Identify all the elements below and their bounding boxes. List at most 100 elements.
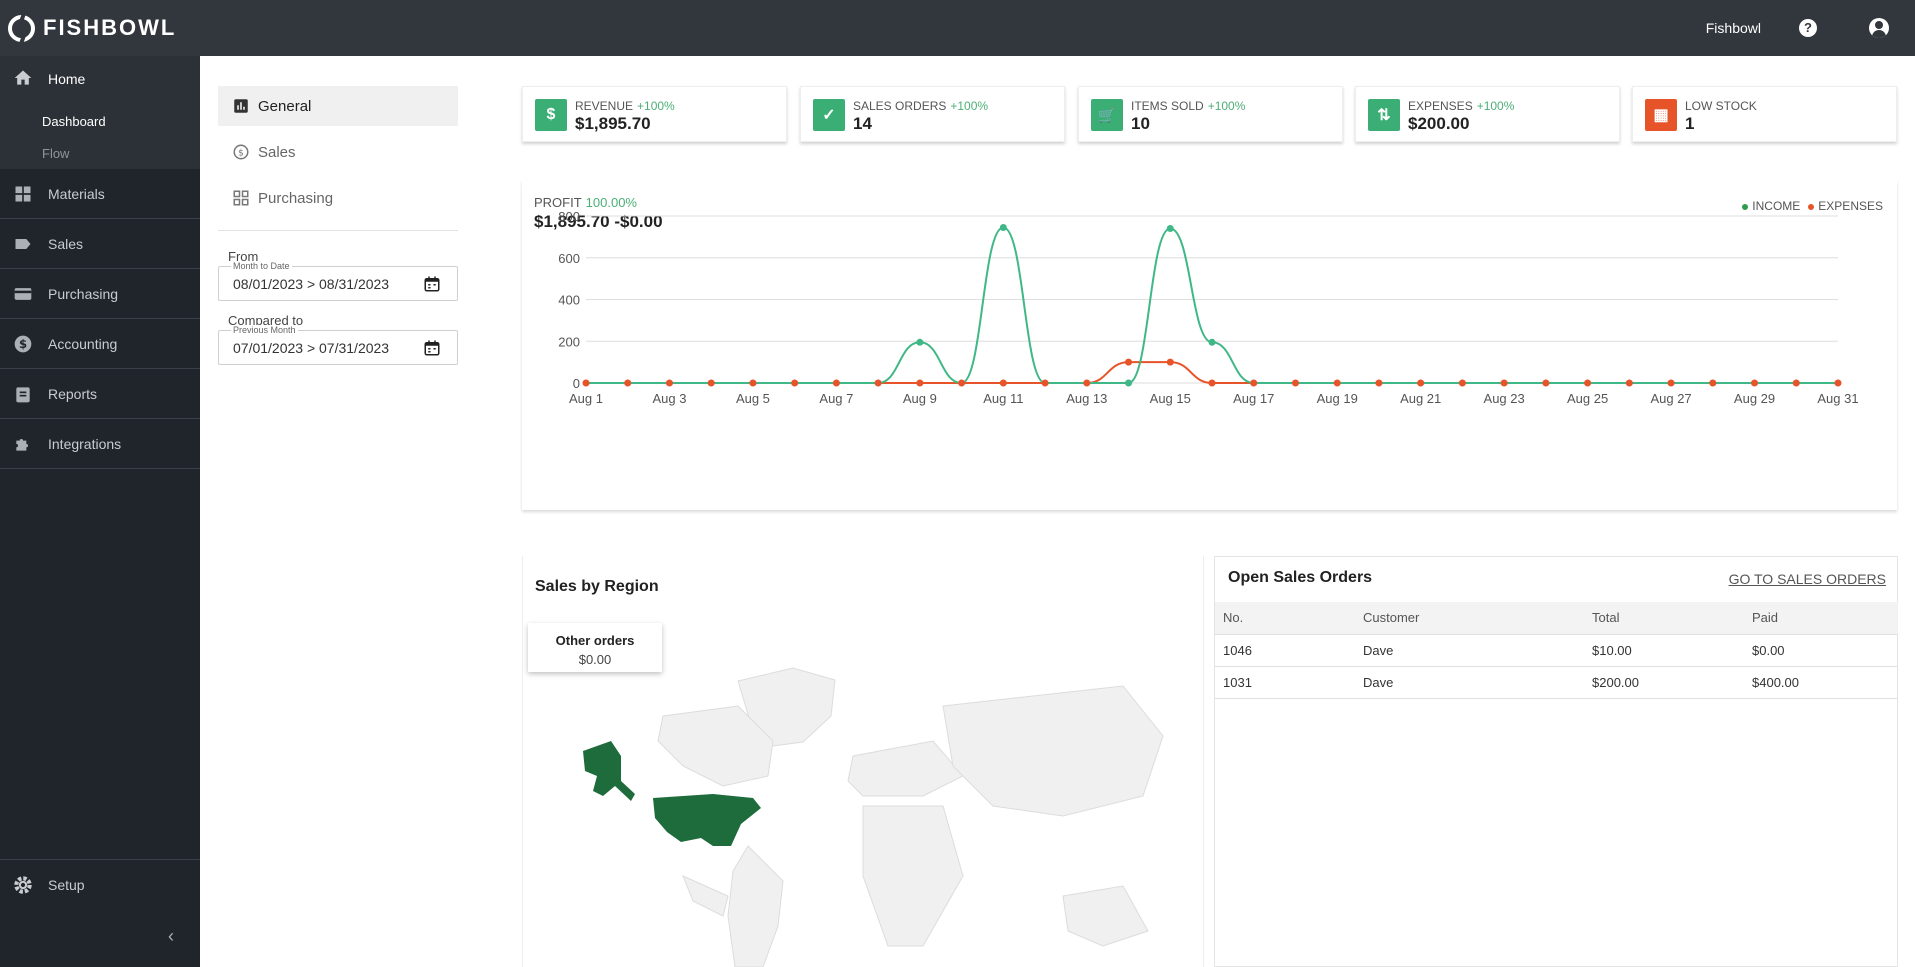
data-point-expenses [1125, 358, 1133, 366]
y-tick-label: 200 [558, 334, 580, 349]
data-point-expenses [1584, 379, 1592, 387]
profit-percent: 100.00% [585, 195, 637, 210]
orders-header-row: No. Customer Total Paid [1215, 602, 1898, 635]
gear-icon [14, 876, 32, 894]
order-customer: Dave [1355, 666, 1584, 699]
data-point-expenses [582, 379, 590, 387]
other-orders-value: $0.00 [578, 652, 612, 667]
account-icon[interactable] [1869, 18, 1889, 38]
sidebar-subitem-flow[interactable]: Flow [42, 146, 70, 161]
kpi-change: +100% [950, 99, 989, 113]
sidebar-item-label: Setup [48, 877, 85, 893]
order-number: 1031 [1215, 666, 1355, 699]
sidebar-item-integrations[interactable]: Integrations [0, 419, 200, 469]
data-point-income [1125, 379, 1133, 387]
table-row[interactable]: 1031 Dave $200.00 $400.00 [1215, 666, 1898, 699]
from-range-legend: Month to Date [231, 261, 292, 271]
sidebar-item-reports[interactable]: Reports [0, 369, 200, 419]
profit-chart-card: PROFIT 100.00% $1,895.70 -$0.00 INCOME EX… [522, 180, 1897, 510]
kpi-change: +100% [1207, 99, 1246, 113]
column-header-total[interactable]: Total [1584, 602, 1744, 635]
order-paid: $0.00 [1744, 634, 1898, 667]
data-point-expenses [665, 379, 673, 387]
from-date-field[interactable]: Month to Date 08/01/2023 > 08/31/2023 [218, 261, 458, 301]
data-point-expenses [1333, 379, 1341, 387]
data-point-expenses [1709, 379, 1717, 387]
kpi-card-revenue[interactable]: $ REVENUE +100% $1,895.70 [522, 86, 787, 142]
sidebar-item-sales[interactable]: Sales [0, 219, 200, 269]
x-tick-label: Aug 31 [1817, 391, 1858, 406]
y-tick-label: 600 [558, 251, 580, 266]
x-tick-label: Aug 17 [1233, 391, 1274, 406]
series-line-income [586, 226, 1838, 385]
sidebar-item-setup[interactable]: Setup [0, 859, 200, 909]
sidebar: Home Dashboard Flow Materials Sales Purc… [0, 56, 200, 967]
sidebar-item-purchasing[interactable]: Purchasing [0, 269, 200, 319]
compare-date-field[interactable]: Previous Month 07/01/2023 > 07/31/2023 [218, 325, 458, 365]
sidebar-item-label: Sales [48, 236, 84, 252]
data-point-expenses [999, 379, 1007, 387]
data-point-expenses [1458, 379, 1466, 387]
data-point-expenses [707, 379, 715, 387]
x-tick-label: Aug 29 [1734, 391, 1775, 406]
x-tick-label: Aug 25 [1567, 391, 1608, 406]
calendar-icon[interactable] [423, 339, 441, 357]
view-option-label: Purchasing [258, 189, 334, 207]
data-point-expenses [1291, 379, 1299, 387]
table-row[interactable]: 1046 Dave $10.00 $0.00 [1215, 634, 1898, 667]
data-point-expenses [1667, 379, 1675, 387]
sidebar-item-label: Materials [48, 186, 105, 202]
sidebar-item-home[interactable]: Home [0, 66, 200, 90]
legend-expenses[interactable]: EXPENSES [1808, 199, 1883, 213]
sidebar-home-section: Home Dashboard Flow [0, 56, 200, 169]
brand-name: FISHBOWL [43, 15, 177, 40]
legend-income[interactable]: INCOME [1742, 199, 1800, 213]
data-point-expenses [916, 379, 924, 387]
order-customer: Dave [1355, 634, 1584, 667]
kpi-label: REVENUE [575, 99, 634, 113]
brand[interactable]: FISHBOWL [8, 14, 176, 42]
data-point-expenses [1542, 379, 1550, 387]
data-point-expenses [749, 379, 757, 387]
top-bar-actions: Fishbowl ? [1706, 0, 1915, 56]
grid-icon [233, 190, 249, 206]
x-tick-label: Aug 19 [1317, 391, 1358, 406]
kpi-card-expenses[interactable]: ⇅ EXPENSES +100% $200.00 [1355, 86, 1620, 142]
kpi-card-items-sold[interactable]: 🛒 ITEMS SOLD +100% 10 [1078, 86, 1343, 142]
column-header-customer[interactable]: Customer [1355, 602, 1584, 635]
other-orders-label: Other orders [555, 633, 635, 648]
kpi-label: ITEMS SOLD [1131, 99, 1204, 113]
company-name[interactable]: Fishbowl [1705, 20, 1761, 36]
go-to-sales-orders-link[interactable]: GO TO SALES ORDERS [1728, 571, 1886, 587]
data-point-expenses [1417, 379, 1425, 387]
highlighted-region-usa[interactable] [583, 741, 761, 846]
sidebar-item-materials[interactable]: Materials [0, 169, 200, 219]
view-general-option[interactable]: General [218, 86, 458, 126]
kpi-card-sales-orders[interactable]: ✓ SALES ORDERS +100% 14 [800, 86, 1065, 142]
data-point-income [1208, 338, 1216, 346]
calendar-icon[interactable] [423, 275, 441, 293]
column-header-paid[interactable]: Paid [1744, 602, 1898, 635]
column-header-no[interactable]: No. [1215, 602, 1355, 635]
x-tick-label: Aug 5 [736, 391, 770, 406]
data-point-expenses [1041, 379, 1049, 387]
help-icon[interactable]: ? [1799, 19, 1817, 37]
kpi-card-low-stock[interactable]: ▦ LOW STOCK 1 [1632, 86, 1897, 142]
sidebar-subitem-dashboard[interactable]: Dashboard [42, 114, 106, 129]
x-tick-label: Aug 27 [1650, 391, 1691, 406]
kpi-label: LOW STOCK [1685, 99, 1757, 113]
data-point-expenses [1792, 379, 1800, 387]
kpi-change: +100% [637, 99, 675, 113]
data-point-expenses [874, 379, 882, 387]
view-sales-option[interactable]: $ Sales [218, 132, 458, 172]
kpi-value: 10 [1131, 114, 1150, 133]
world-map[interactable] [563, 646, 1203, 967]
materials-icon [15, 186, 31, 202]
collapse-sidebar-icon[interactable]: ‹ [168, 926, 174, 946]
tag-icon [15, 239, 31, 249]
y-tick-label: 0 [573, 376, 580, 391]
x-tick-label: Aug 1 [569, 391, 603, 406]
divider [218, 230, 458, 231]
sidebar-item-accounting[interactable]: $ Accounting [0, 319, 200, 369]
view-purchasing-option[interactable]: Purchasing [218, 178, 458, 218]
